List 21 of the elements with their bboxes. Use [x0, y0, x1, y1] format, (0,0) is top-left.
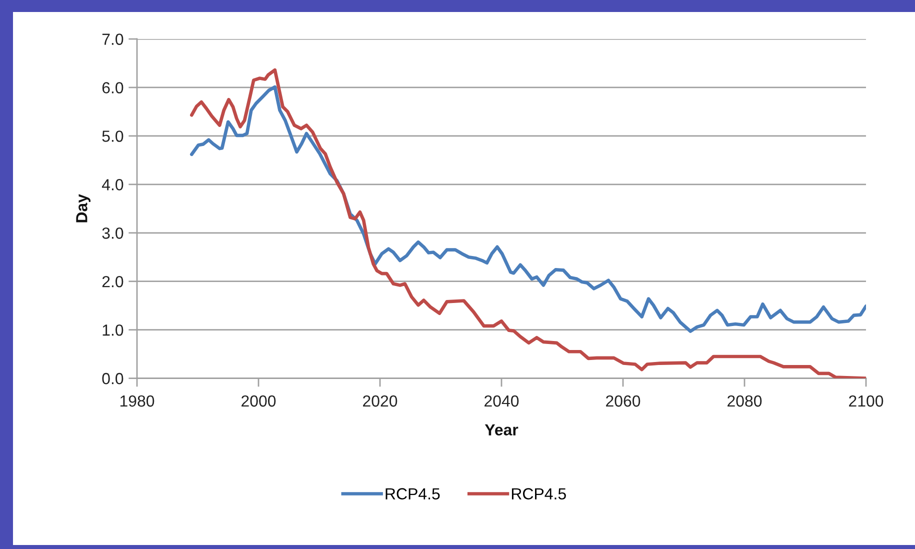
y-tick-label: 3.0: [102, 228, 124, 239]
line-series: [190, 68, 866, 378]
y-tick-label: 0.0: [102, 372, 124, 384]
legend-label: RCP4.5: [386, 488, 440, 500]
x-tick-label: 2080: [728, 395, 762, 407]
x-tick-label: 2100: [849, 395, 884, 407]
y-tick-label: 5.0: [102, 130, 124, 142]
y-tick-label: 7.0: [102, 34, 124, 45]
x-tick-label: 2060: [606, 395, 640, 407]
y-tick-label: 1.0: [102, 324, 124, 336]
x-tick-label: 1980: [120, 395, 154, 407]
x-tick-label: 2040: [484, 395, 519, 407]
y-tick-label: 4.0: [102, 179, 124, 190]
y-tick-label: 2.0: [102, 276, 124, 288]
x-tick-label: 2020: [363, 395, 398, 407]
line-series: [190, 85, 866, 333]
legend-label: RCP4.5: [512, 488, 566, 500]
x-tick-label: 2000: [242, 395, 276, 407]
x-axis-title: Year: [484, 424, 518, 436]
y-tick-label: 6.0: [102, 82, 124, 94]
y-axis-title: Day: [76, 194, 90, 222]
